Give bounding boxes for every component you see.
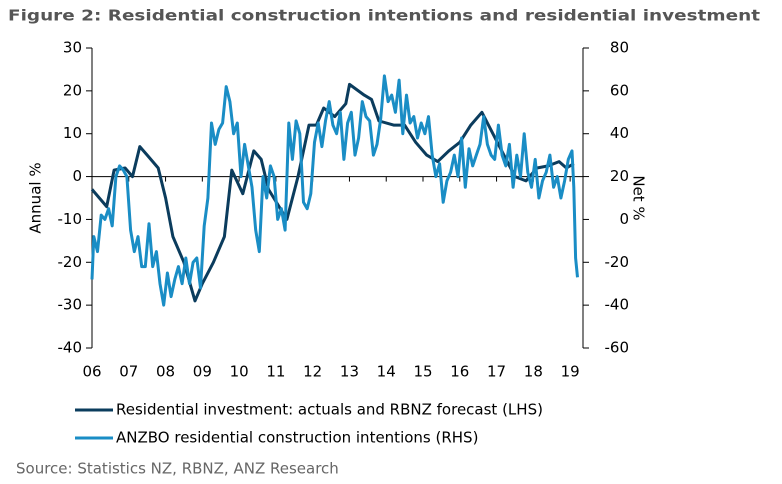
y2-tick-label: -20 — [605, 253, 630, 271]
chart-title: Figure 2: Residential construction inten… — [8, 7, 760, 25]
y-axis-label: Annual % — [27, 162, 45, 233]
y-tick-label: -30 — [58, 296, 83, 314]
x-tick-label: 17 — [487, 363, 506, 381]
x-tick-label: 16 — [450, 363, 469, 381]
x-tick-label: 14 — [377, 363, 396, 381]
legend-label: ANZBO residential construction intention… — [116, 429, 478, 447]
y-tick-label: 20 — [63, 81, 82, 99]
y2-tick-label: 20 — [610, 167, 629, 185]
legend-label: Residential investment: actuals and RBNZ… — [116, 401, 543, 419]
y-tick-label: 10 — [63, 124, 82, 142]
x-tick-label: 19 — [561, 363, 580, 381]
y-tick-label: 30 — [63, 39, 82, 57]
y-tick-label: -40 — [58, 339, 83, 357]
y-tick-label: 0 — [72, 167, 82, 185]
y2-tick-label: 40 — [610, 124, 629, 142]
y2-tick-label: 60 — [610, 81, 629, 99]
x-tick-label: 10 — [230, 363, 249, 381]
series-line — [90, 74, 579, 307]
y2-tick-label: 0 — [619, 210, 629, 228]
x-tick-label: 08 — [156, 363, 175, 381]
x-tick-label: 12 — [303, 363, 322, 381]
y-tick-label: -20 — [58, 253, 83, 271]
y2-axis-label: Net % — [630, 175, 648, 220]
y2-tick-label: 80 — [610, 39, 629, 57]
x-tick-label: 11 — [266, 363, 285, 381]
y-tick-label: -10 — [58, 210, 83, 228]
x-tick-label: 15 — [413, 363, 432, 381]
x-tick-label: 18 — [524, 363, 543, 381]
series-line — [90, 82, 575, 303]
x-tick-label: 13 — [340, 363, 359, 381]
x-tick-label: 09 — [193, 363, 212, 381]
y2-tick-label: -40 — [605, 296, 630, 314]
x-tick-label: 07 — [119, 363, 138, 381]
y2-tick-label: -60 — [605, 339, 630, 357]
source-note: Source: Statistics NZ, RBNZ, ANZ Researc… — [16, 460, 339, 478]
x-tick-label: 06 — [82, 363, 101, 381]
